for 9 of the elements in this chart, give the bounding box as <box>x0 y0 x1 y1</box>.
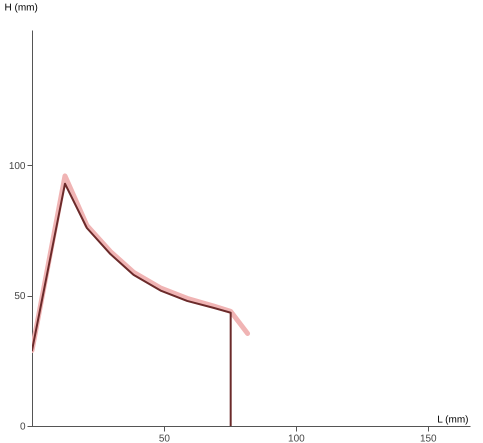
x-axis-title: L (mm) <box>437 414 468 426</box>
x-tick-label: 50 <box>158 434 170 443</box>
line-series <box>32 182 232 426</box>
y-tick-label: 100 <box>8 160 26 172</box>
y-tick-label: 0 <box>20 422 26 432</box>
y-tick-label: 50 <box>14 291 26 302</box>
y-axis-title: H (mm) <box>4 2 38 14</box>
x-tick-label: 150 <box>420 434 438 443</box>
x-tick-label: 100 <box>288 434 306 443</box>
